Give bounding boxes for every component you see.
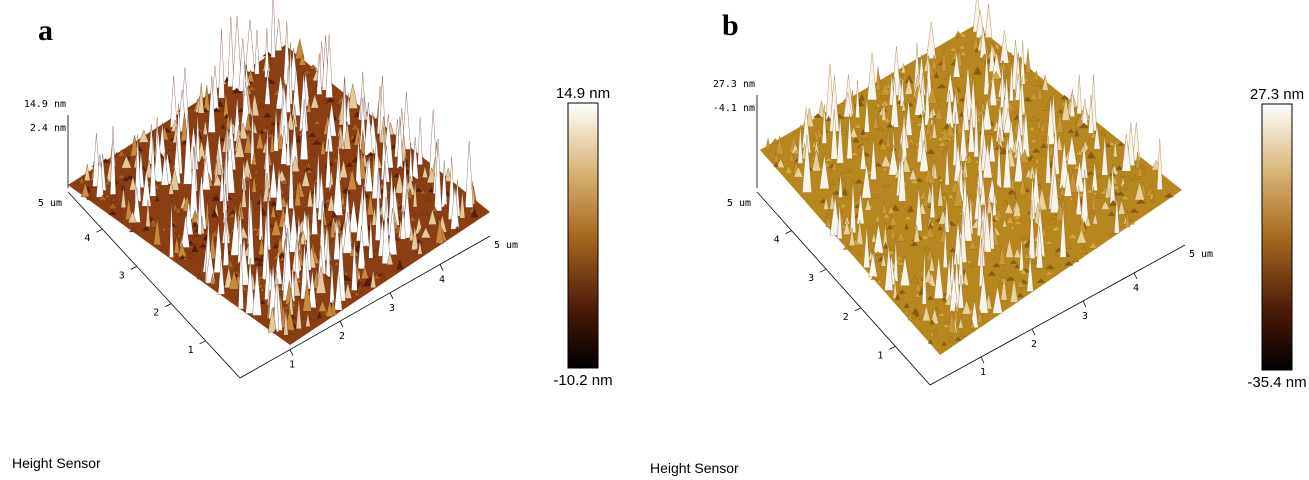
surface-peak — [218, 29, 224, 98]
x-tick — [1083, 301, 1086, 307]
surface-peak — [985, 4, 992, 38]
y-tick-label: 4 — [774, 235, 780, 246]
y-tick-label: 2 — [153, 308, 159, 319]
y-tick-label: 3 — [119, 270, 125, 281]
caption: Height Sensor — [12, 455, 101, 471]
x-tick — [340, 321, 343, 327]
surface — [68, 0, 490, 345]
z-axis-mid: -4.1 nm — [713, 103, 755, 114]
x-tick — [440, 264, 443, 270]
z-axis-top: 27.3 nm — [713, 79, 755, 90]
x-tick — [290, 350, 293, 356]
y-tick — [820, 269, 826, 272]
x-tick — [390, 293, 393, 299]
x-tick — [1032, 329, 1035, 335]
y-tick — [855, 308, 861, 311]
x-axis-end: 5 um — [1189, 249, 1213, 260]
y-tick-label: 1 — [188, 345, 194, 356]
colorbar — [568, 103, 598, 368]
surface-peak — [276, 19, 282, 51]
y-tick-label: 4 — [84, 233, 90, 244]
panel-label: b — [722, 9, 739, 42]
caption: Height Sensor — [650, 460, 739, 476]
surface-peak — [271, 0, 275, 58]
surface-peak — [255, 30, 260, 74]
z-axis-mid: 2.4 nm — [30, 123, 66, 134]
surface-peak — [867, 53, 877, 100]
x-tick-label: 3 — [1082, 311, 1088, 322]
colorbar-min: -10.2 nm — [553, 372, 612, 389]
surface-peak — [348, 84, 358, 109]
y-tick — [131, 266, 137, 269]
surface-peak — [926, 22, 936, 59]
y-tick — [200, 341, 206, 344]
afm-panel: a 14.9 nm 2.4 nm 5 um 1 2 3 4 1 2 3 4 5 um 14.9 nm -10… — [12, 0, 613, 471]
surface-peak — [465, 141, 473, 208]
z-axis-top: 14.9 nm — [24, 99, 66, 110]
y-axis-end: 5 um — [38, 198, 62, 209]
x-tick-label: 1 — [980, 367, 986, 378]
surface — [760, 0, 1182, 355]
x-axis-end: 5 um — [494, 240, 518, 251]
colorbar — [1262, 104, 1292, 370]
y-tick-label: 1 — [877, 350, 883, 361]
surface-peak — [766, 138, 770, 149]
x-tick-label: 2 — [1031, 339, 1037, 350]
y-tick-label: 2 — [843, 312, 849, 323]
y-tick-label: 3 — [808, 273, 814, 284]
x-tick — [981, 357, 984, 363]
surface-peak — [1025, 48, 1030, 72]
x-tick-label: 1 — [289, 360, 295, 371]
surface-peak — [295, 39, 304, 59]
x-tick-label: 4 — [1133, 283, 1139, 294]
y-tick — [889, 346, 895, 349]
surface-peak — [1077, 75, 1082, 114]
colorbar-min: -35.4 nm — [1247, 374, 1306, 391]
y-tick — [96, 229, 102, 232]
colorbar-max: 14.9 nm — [556, 85, 610, 102]
y-tick — [786, 231, 792, 234]
afm-panel: b 27.3 nm -4.1 nm 5 um 1 2 3 4 1 2 3 4 5 um 27.3 nm -3… — [650, 0, 1307, 476]
x-tick — [1134, 273, 1137, 279]
x-tick-label: 2 — [339, 331, 345, 342]
colorbar-max: 27.3 nm — [1250, 86, 1304, 103]
surface-peak — [245, 20, 254, 72]
figure: a 14.9 nm 2.4 nm 5 um 1 2 3 4 1 2 3 4 5 um 14.9 nm -10… — [0, 0, 1309, 480]
surface-peak — [170, 76, 177, 128]
y-axis-end: 5 um — [727, 198, 751, 209]
y-tick — [165, 304, 171, 307]
x-tick-label: 4 — [439, 274, 445, 285]
x-tick-label: 3 — [389, 303, 395, 314]
surface-base — [760, 25, 1182, 355]
surface-peak — [418, 118, 423, 165]
panel-label: a — [38, 14, 53, 47]
